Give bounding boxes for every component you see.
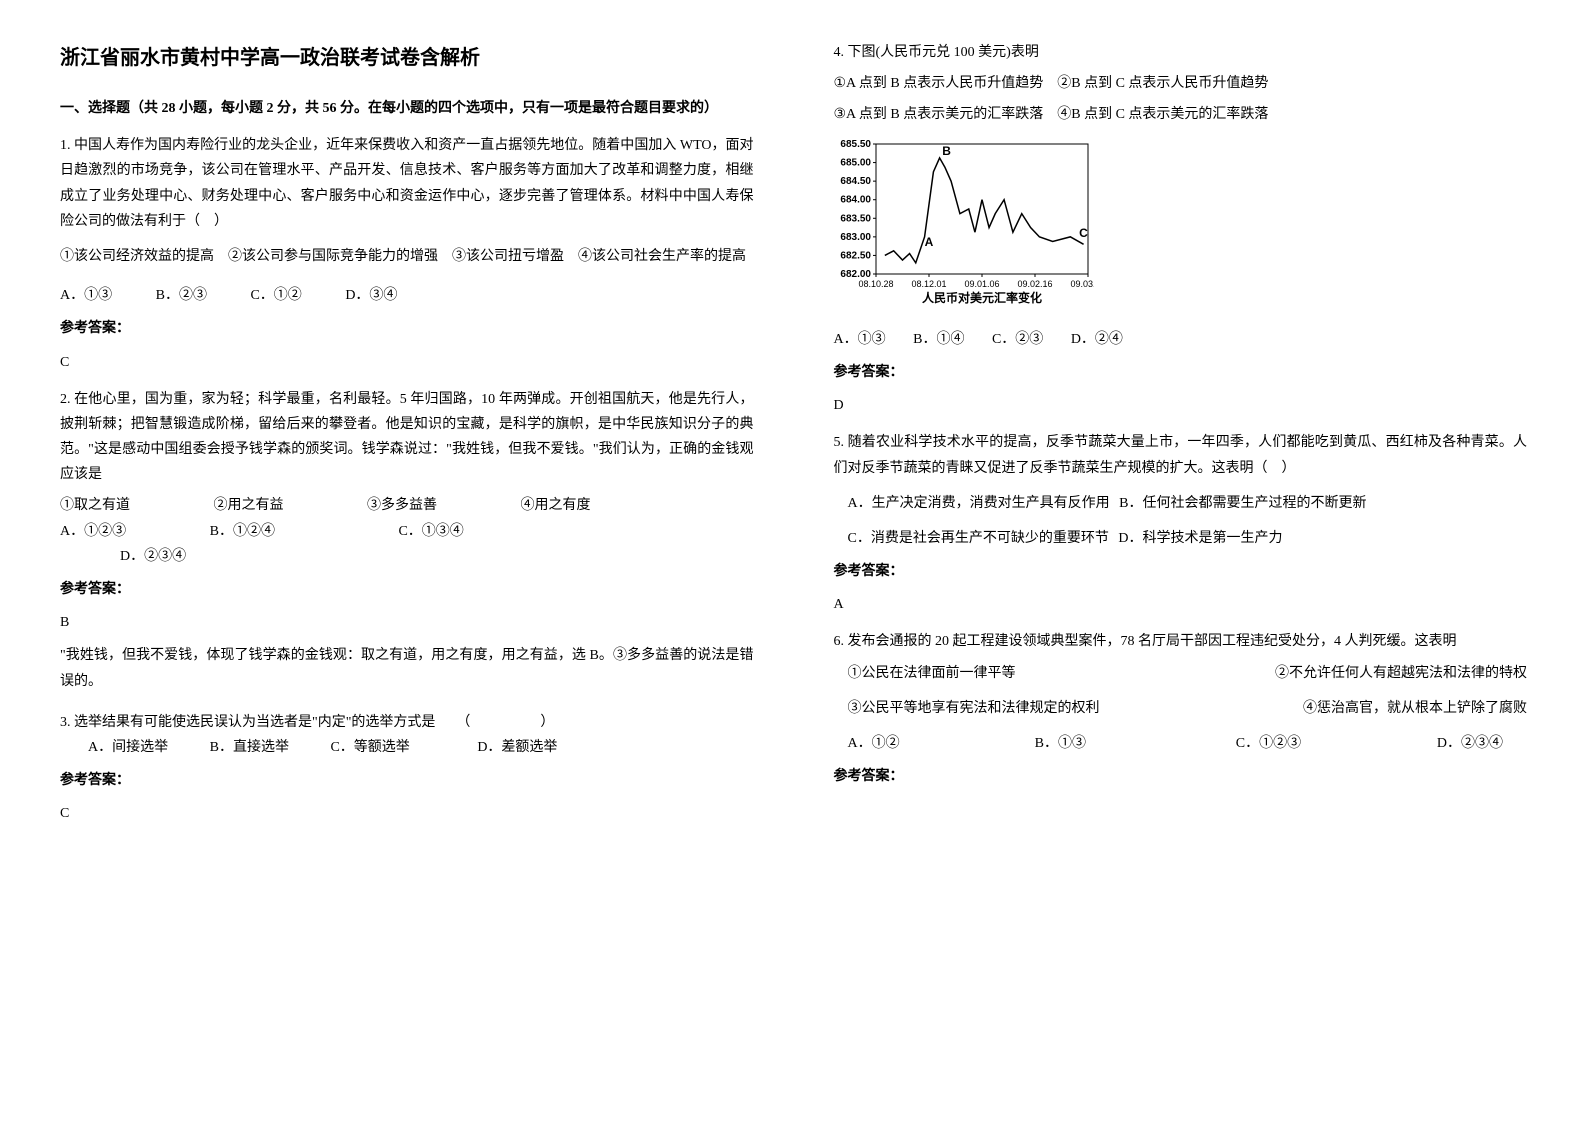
exchange-rate-chart: 685.50 685.00 684.50 684.00 683.50 683.00 682.… — [834, 138, 1528, 317]
q2-opt-a: A．①②③ — [60, 519, 126, 544]
question-3: 3. 选举结果有可能使选民误认为当选者是"内定"的选举方式是 （ ） A．间接选… — [60, 710, 754, 827]
q5-opt-a: A．生产决定消费，消费对生产具有反作用 — [848, 496, 1110, 511]
q1-opt-d: D．③④ — [345, 283, 397, 308]
q4-answer-label: 参考答案： — [834, 360, 1528, 385]
q5-opt-d: D．科学技术是第一生产力 — [1118, 531, 1282, 546]
question-4: 4. 下图(人民币元兑 100 美元)表明 ①A 点到 B 点表示人民币升值趋势… — [834, 40, 1528, 418]
svg-text:683.00: 683.00 — [840, 231, 871, 242]
q6-text: 6. 发布会通报的 20 起工程建设领域典型案件，78 名厅局干部因工程违纪受处… — [834, 629, 1528, 654]
svg-text:人民币对美元汇率变化: 人民币对美元汇率变化 — [921, 290, 1041, 305]
q4-text: 4. 下图(人民币元兑 100 美元)表明 — [834, 40, 1528, 65]
q6-stems-row2: ③公民平等地享有宪法和法律规定的权利 ④惩治高官，就从根本上铲除了腐败 — [834, 696, 1528, 721]
q5-options-row1: A．生产决定消费，消费对生产具有反作用 B．任何社会都需要生产过程的不断更新 — [834, 491, 1528, 516]
q5-opt-b: B．任何社会都需要生产过程的不断更新 — [1119, 496, 1366, 511]
q2-stem-2: ②用之有益 — [214, 493, 284, 518]
q4-stems-1: ①A 点到 B 点表示人民币升值趋势 ②B 点到 C 点表示人民币升值趋势 — [834, 71, 1528, 96]
svg-text:685.00: 685.00 — [840, 157, 871, 168]
svg-text:684.50: 684.50 — [840, 176, 871, 187]
q1-stems: ①该公司经济效益的提高 ②该公司参与国际竞争能力的增强 ③该公司扭亏增盈 ④该公… — [60, 244, 754, 269]
q5-options-row2: C．消费是社会再生产不可缺少的重要环节 D．科学技术是第一生产力 — [834, 526, 1528, 551]
q2-explain: "我姓钱，但我不爱钱，体现了钱学森的金钱观：取之有道，用之有度，用之有益，选 B… — [60, 643, 754, 693]
q6-stem-4: ④惩治高官，就从根本上铲除了腐败 — [1303, 696, 1527, 721]
q1-opt-b: B．②③ — [156, 283, 207, 308]
svg-text:09.01.06: 09.01.06 — [964, 279, 999, 289]
svg-text:683.50: 683.50 — [840, 213, 871, 224]
q2-answer: B — [60, 610, 754, 635]
q6-answer-label: 参考答案： — [834, 764, 1528, 789]
q4-opt-c: C．②③ — [992, 327, 1043, 352]
q3-opt-b: B．直接选举 — [196, 735, 289, 760]
q4-opt-a: A．①③ — [834, 327, 886, 352]
q2-options: A．①②③ B．①②④ C．①③④ — [60, 519, 754, 544]
q4-options: A．①③ B．①④ C．②③ D．②④ — [834, 327, 1528, 352]
section-header: 一、选择题（共 28 小题，每小题 2 分，共 56 分。在每小题的四个选项中，… — [60, 96, 754, 121]
q2-opt-c: C．①③④ — [398, 519, 463, 544]
svg-text:08.10.28: 08.10.28 — [858, 279, 893, 289]
q6-stem-2: ②不允许任何人有超越宪法和法律的特权 — [1275, 661, 1527, 686]
q1-answer: C — [60, 350, 754, 375]
svg-text:B: B — [942, 144, 951, 158]
q2-stems: ①取之有道 ②用之有益 ③多多益善 ④用之有度 — [60, 493, 754, 518]
q1-options: A．①③ B．②③ C．①② D．③④ — [60, 283, 754, 308]
svg-text:09.02.16: 09.02.16 — [1017, 279, 1052, 289]
q3-answer-label: 参考答案： — [60, 768, 754, 793]
q4-opt-d: D．②④ — [1071, 327, 1123, 352]
q6-opt-d: D．②③④ — [1437, 731, 1503, 756]
exam-title: 浙江省丽水市黄村中学高一政治联考试卷含解析 — [60, 40, 754, 76]
question-1: 1. 中国人寿作为国内寿险行业的龙头企业，近年来保费收入和资产一直占据领先地位。… — [60, 133, 754, 375]
q3-opt-c: C．等额选举 — [316, 735, 409, 760]
q4-answer: D — [834, 393, 1528, 418]
q6-opt-c: C．①②③ — [1236, 731, 1413, 756]
svg-text:C: C — [1079, 225, 1088, 239]
q2-opt-b: B．①②④ — [210, 519, 275, 544]
q5-text: 5. 随着农业科学技术水平的提高，反季节蔬菜大量上市，一年四季，人们都能吃到黄瓜… — [834, 430, 1528, 480]
svg-text:682.50: 682.50 — [840, 250, 871, 261]
q6-options: A．①② B．①③ C．①②③ D．②③④ — [834, 731, 1528, 756]
svg-text:A: A — [924, 235, 933, 249]
q5-answer: A — [834, 592, 1528, 617]
q1-text: 1. 中国人寿作为国内寿险行业的龙头企业，近年来保费收入和资产一直占据领先地位。… — [60, 133, 754, 234]
question-6: 6. 发布会通报的 20 起工程建设领域典型案件，78 名厅局干部因工程违纪受处… — [834, 629, 1528, 789]
q5-answer-label: 参考答案： — [834, 559, 1528, 584]
q2-answer-label: 参考答案： — [60, 577, 754, 602]
q6-opt-b: B．①③ — [1035, 731, 1212, 756]
q2-stem-1: ①取之有道 — [60, 493, 130, 518]
q3-opt-d: D．差额选举 — [463, 735, 557, 760]
q6-opt-a: A．①② — [834, 731, 1011, 756]
q5-opt-c: C．消费是社会再生产不可缺少的重要环节 — [848, 531, 1109, 546]
q2-text: 2. 在他心里，国为重，家为轻；科学最重，名利最轻。5 年归国路，10 年两弹成… — [60, 387, 754, 488]
q2-stem-3: ③多多益善 — [367, 493, 437, 518]
q3-opt-a: A．间接选举 — [74, 735, 168, 760]
question-5: 5. 随着农业科学技术水平的提高，反季节蔬菜大量上市，一年四季，人们都能吃到黄瓜… — [834, 430, 1528, 617]
q6-stems-row1: ①公民在法律面前一律平等 ②不允许任何人有超越宪法和法律的特权 — [834, 661, 1528, 686]
q4-opt-b: B．①④ — [913, 327, 964, 352]
q2-opt-d-line: D．②③④ — [120, 544, 754, 569]
q3-answer: C — [60, 801, 754, 826]
q2-opt-d: D．②③④ — [120, 549, 186, 564]
q1-opt-c: C．①② — [250, 283, 301, 308]
svg-text:08.12.01: 08.12.01 — [911, 279, 946, 289]
q6-stem-1: ①公民在法律面前一律平等 — [834, 661, 1276, 686]
q1-opt-a: A．①③ — [60, 283, 112, 308]
q3-options: A．间接选举 B．直接选举 C．等额选举 D．差额选举 — [60, 735, 754, 760]
q4-stems-2: ③A 点到 B 点表示美元的汇率跌落 ④B 点到 C 点表示美元的汇率跌落 — [834, 102, 1528, 127]
svg-text:09.03.20: 09.03.20 — [1070, 279, 1094, 289]
q6-stem-3: ③公民平等地享有宪法和法律规定的权利 — [834, 696, 1304, 721]
q1-answer-label: 参考答案： — [60, 316, 754, 341]
left-column: 浙江省丽水市黄村中学高一政治联考试卷含解析 一、选择题（共 28 小题，每小题 … — [60, 40, 754, 839]
q3-text: 3. 选举结果有可能使选民误认为当选者是"内定"的选举方式是 （ ） — [60, 710, 754, 735]
q2-stem-4: ④用之有度 — [521, 493, 591, 518]
question-2: 2. 在他心里，国为重，家为轻；科学最重，名利最轻。5 年归国路，10 年两弹成… — [60, 387, 754, 694]
chart-svg: 685.50 685.00 684.50 684.00 683.50 683.00 682.… — [834, 138, 1094, 308]
svg-text:684.00: 684.00 — [840, 194, 871, 205]
svg-text:685.50: 685.50 — [840, 139, 871, 150]
right-column: 4. 下图(人民币元兑 100 美元)表明 ①A 点到 B 点表示人民币升值趋势… — [834, 40, 1528, 839]
